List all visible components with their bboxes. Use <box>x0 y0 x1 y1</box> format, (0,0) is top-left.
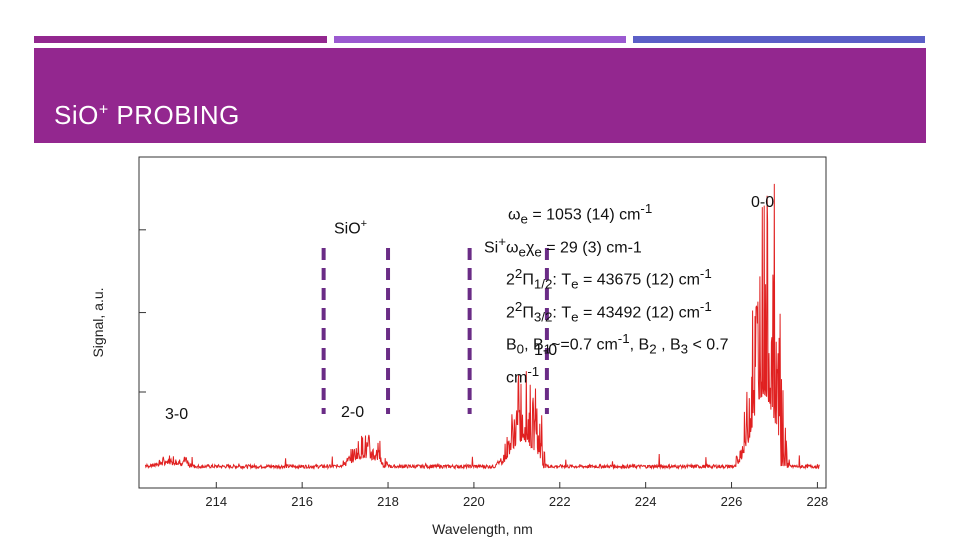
slide-title: SiO+ PROBING <box>54 100 240 130</box>
accent-bar-3 <box>633 36 925 43</box>
constant-te-1-2: 22Π1/2: Te = 43675 (12) cm-1 <box>506 266 712 292</box>
plot-frame <box>138 156 827 489</box>
y-axis-label: Signal, a.u. <box>90 287 106 357</box>
x-tick-label: 218 <box>377 494 399 509</box>
x-tick-label: 224 <box>635 494 657 509</box>
x-tick-label: 228 <box>807 494 829 509</box>
band-label-0-0: 0-0 <box>751 194 775 211</box>
x-tick-label: 226 <box>721 494 743 509</box>
x-tick-label: 220 <box>463 494 485 509</box>
constant-b-unit: cm-1 <box>506 363 540 386</box>
band-label-2-0: 2-0 <box>341 404 365 421</box>
title-banner: SiO+ PROBING <box>34 48 926 143</box>
x-tick-label: 214 <box>205 494 227 509</box>
sio-label: SiO+ <box>334 218 368 238</box>
constants-text: ωe = 1053 (14) cm-1 Si+ωeχe = 29 (3) cm-… <box>484 198 729 389</box>
constant-te-3-2: 22Π3/2: Te = 43492 (12) cm-1 <box>506 298 712 325</box>
band-label-3-0: 3-0 <box>165 406 189 423</box>
constant-b: B0, B1~=0.7 cm-1, B2 , B3 < 0.7 <box>506 331 729 357</box>
x-axis-label: Wavelength, nm <box>432 521 533 537</box>
x-tick-label: 222 <box>549 494 571 509</box>
accent-bar-2 <box>334 36 626 43</box>
constant-wexe: Si+ωeχe = 29 (3) cm-1 <box>484 233 642 260</box>
constant-we: ωe = 1053 (14) cm-1 <box>508 201 653 227</box>
band-label-1-0: 1-0 <box>534 342 558 359</box>
x-tick-label: 216 <box>291 494 313 509</box>
spectrum-trace <box>144 183 820 471</box>
accent-bar-1 <box>34 36 327 43</box>
